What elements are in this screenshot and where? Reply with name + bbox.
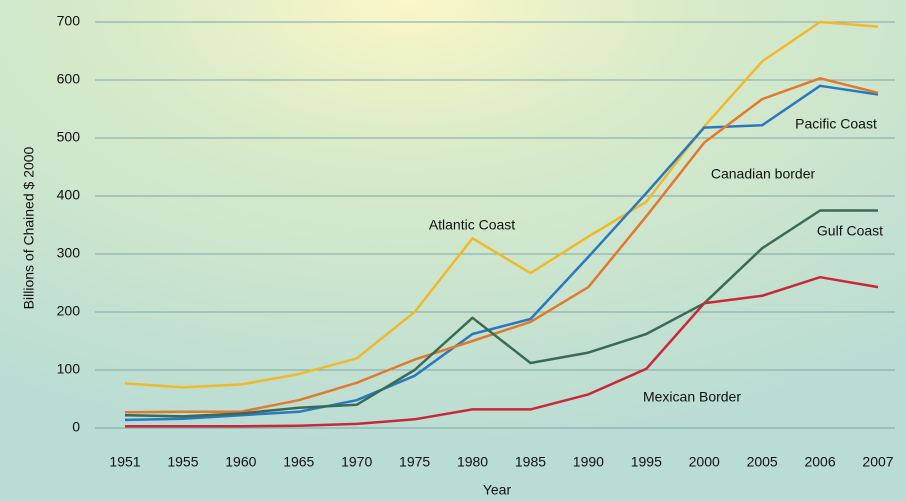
series-line xyxy=(124,77,879,414)
series-label: Pacific Coast xyxy=(795,116,877,132)
x-tick-label: 1960 xyxy=(225,454,256,470)
x-tick-label: 1965 xyxy=(283,454,314,470)
x-tick-label: 1970 xyxy=(341,454,372,470)
y-tick-label: 100 xyxy=(57,361,81,377)
y-tick-label: 500 xyxy=(57,129,81,145)
x-axis-label: Year xyxy=(483,482,512,498)
y-tick-label: 400 xyxy=(57,187,81,203)
x-tick-label: 1995 xyxy=(631,454,662,470)
x-tick-label: 2000 xyxy=(689,454,720,470)
y-axis-label: Billions of Chained $ 2000 xyxy=(21,146,37,309)
x-tick-label: 1980 xyxy=(457,454,488,470)
y-tick-label: 300 xyxy=(57,245,81,261)
y-tick-label: 200 xyxy=(57,303,81,319)
series-line xyxy=(125,275,879,428)
y-tick-label: 0 xyxy=(72,419,80,435)
x-tick-label: 2006 xyxy=(804,454,835,470)
x-tick-label: 1955 xyxy=(167,454,198,470)
x-tick-label: 2007 xyxy=(862,454,893,470)
series-label: Mexican Border xyxy=(643,389,741,405)
series-label: Canadian border xyxy=(711,166,816,182)
series-label: Atlantic Coast xyxy=(429,217,515,233)
y-tick-label: 600 xyxy=(57,71,81,87)
series-label: Gulf Coast xyxy=(817,223,883,239)
series-line xyxy=(124,209,878,418)
x-tick-label: 1951 xyxy=(109,454,140,470)
x-tick-label: 1975 xyxy=(399,454,430,470)
x-tick-label: 1990 xyxy=(573,454,604,470)
y-tick-label: 700 xyxy=(57,13,81,29)
series-line xyxy=(124,84,879,422)
x-tick-label: 2005 xyxy=(747,454,778,470)
x-tick-label: 1985 xyxy=(515,454,546,470)
series-line xyxy=(124,20,879,389)
